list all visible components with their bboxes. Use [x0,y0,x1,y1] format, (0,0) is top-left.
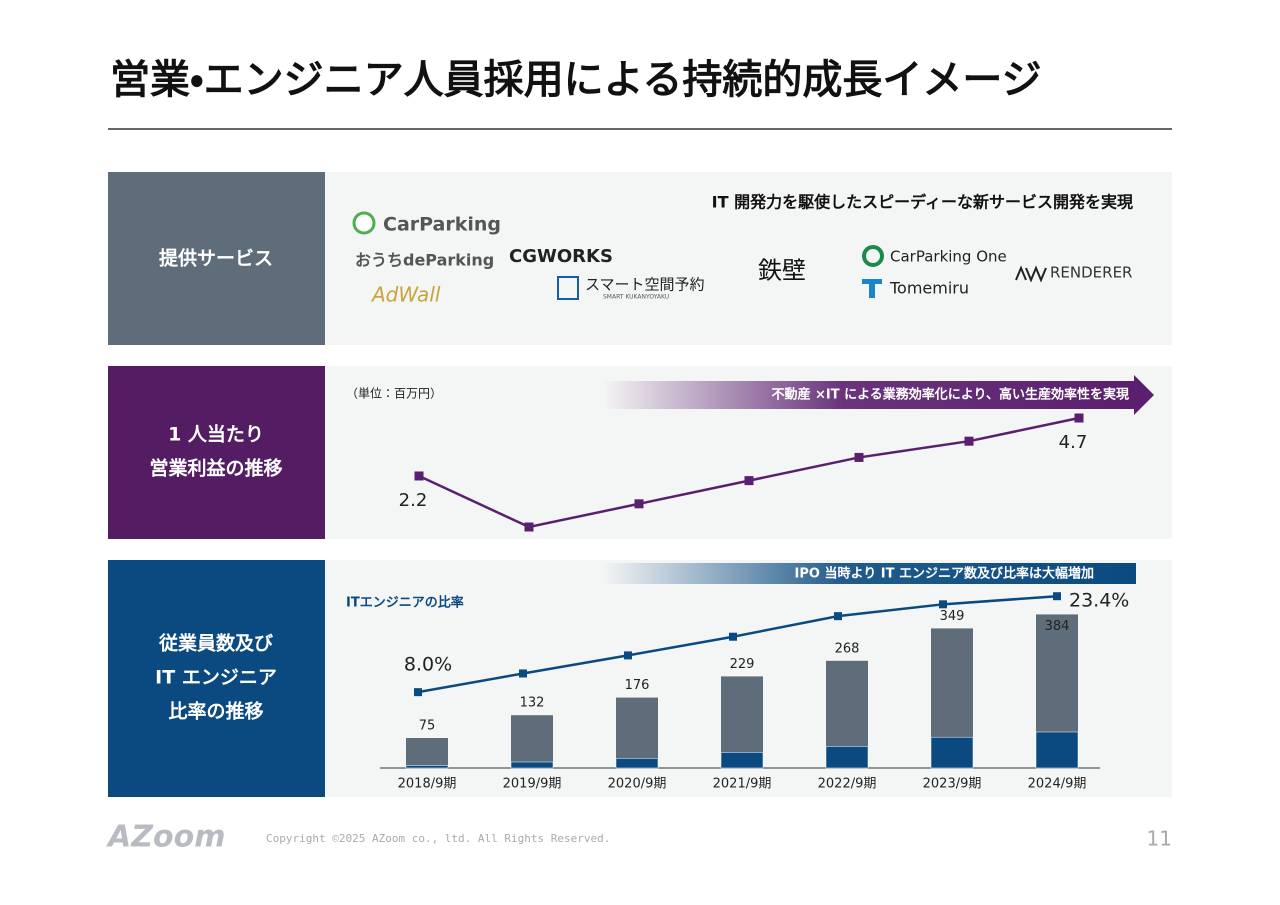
bar [616,697,658,768]
marker [744,476,754,486]
data-label: 229 [730,657,755,672]
bar-segment [405,765,449,769]
x-tick-label: 2023/9期 [923,777,982,792]
marker [414,471,424,481]
chart-label-box [108,560,325,797]
logo: SMART KUKANYOYAKU [603,294,669,301]
chart-label-box [108,366,325,539]
unit-note: （単位：百万円） [346,387,442,401]
bar-segment [615,758,659,769]
logo: 鉄壁 [758,257,806,285]
marker [964,436,974,446]
x-tick-label: 2019/9期 [503,777,562,792]
data-label: 349 [940,609,965,624]
bar [511,715,553,768]
line-label: ITエンジニアの比率 [346,595,464,611]
data-label: 23.4% [1069,590,1129,612]
data-label: 4.7 [1059,432,1088,453]
data-label: 268 [835,641,860,656]
logo: CarParking One [890,248,1007,266]
data-label: 384 [1045,619,1070,634]
banner-text: IPO 当時より IT エンジニア数及び比率は大幅増加 [795,566,1094,582]
bar [406,738,448,768]
x-tick-label: 2021/9期 [713,777,772,792]
bar-segment [930,736,974,769]
marker [414,688,422,697]
services-label: 提供サービス [159,247,273,270]
data-label: 132 [520,696,545,711]
services-panel [325,172,1172,345]
chart-label: 1 人当たり [168,423,264,446]
marker [729,632,737,641]
logo: RENDERER [1050,264,1132,282]
marker [519,669,527,678]
logo-icon [1015,265,1047,283]
data-label: 2.2 [399,490,428,511]
logo-icon [862,245,884,267]
logo: CGWORKS [509,246,613,267]
chart-label: 営業利益の推移 [149,457,282,480]
banner [603,563,1136,584]
copyright: Copyright ©2025 AZoom co., ltd. All Righ… [266,832,610,845]
x-tick-label: 2018/9期 [398,777,457,792]
marker [634,499,644,509]
x-tick-label: 2024/9期 [1028,777,1087,792]
marker [854,452,864,462]
logo: AdWall [370,283,441,307]
footer-logo: AZoom [106,820,225,855]
x-tick-label: 2022/9期 [818,777,877,792]
banner [603,381,1134,409]
services-label-box [108,172,325,345]
logo-icon [352,211,376,235]
page-number: 11 [1147,827,1172,851]
marker [1074,413,1084,423]
banner-text: 不動産 ×IT による業務効率化により、高い生産効率性を実現 [772,387,1129,403]
logo: Tomemiru [889,279,969,298]
bar-segment [1035,731,1079,769]
marker [834,612,842,621]
data-label: 176 [625,678,650,693]
marker [939,600,947,609]
logo: おうちdeParking [355,251,494,270]
bar-segment [510,761,554,769]
chart-label: 比率の推移 [168,700,263,723]
marker [1053,592,1061,601]
chart-label: 従業員数及び [158,632,273,655]
logo: スマート空間予約 [585,276,705,294]
logo-icon [862,279,882,298]
x-tick-label: 2020/9期 [608,777,667,792]
marker [624,651,632,660]
slide-title: 営業・エンジニア人員採用による持続的成長イメージ [110,57,1042,103]
banner-arrow [1134,375,1154,415]
data-label: 75 [419,719,436,734]
marker [524,522,534,532]
data-label: 8.0% [404,654,452,676]
services-headline: IT 開発力を駆使したスピーディーな新サービス開発を実現 [712,193,1133,212]
logo: CarParking [383,214,501,236]
bar-segment [825,746,869,769]
bar-segment [720,752,764,769]
logo-icon [557,276,579,300]
chart-label: IT エンジニア [155,667,277,689]
